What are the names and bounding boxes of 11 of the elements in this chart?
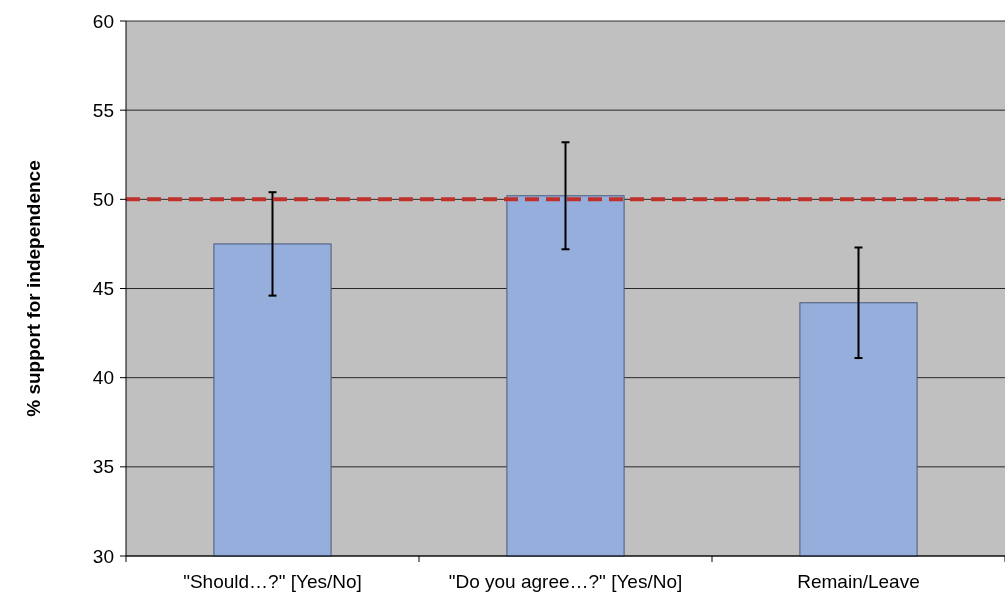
y-tick-label: 35 — [92, 456, 114, 478]
y-tick-label: 45 — [92, 278, 114, 300]
y-tick-label: 55 — [92, 99, 114, 121]
y-tick-label: 60 — [92, 10, 114, 32]
x-tick-label: "Do you agree…?" [Yes/No] — [448, 571, 683, 592]
y-tick-label: 50 — [92, 188, 114, 210]
x-tick-label: "Should…?" [Yes/No] — [183, 571, 362, 592]
y-tick-label: 40 — [92, 367, 114, 389]
x-tick-label: Remain/Leave — [797, 571, 920, 592]
y-tick-label: 30 — [92, 545, 114, 567]
y-axis-title: % support for independence — [23, 160, 44, 417]
